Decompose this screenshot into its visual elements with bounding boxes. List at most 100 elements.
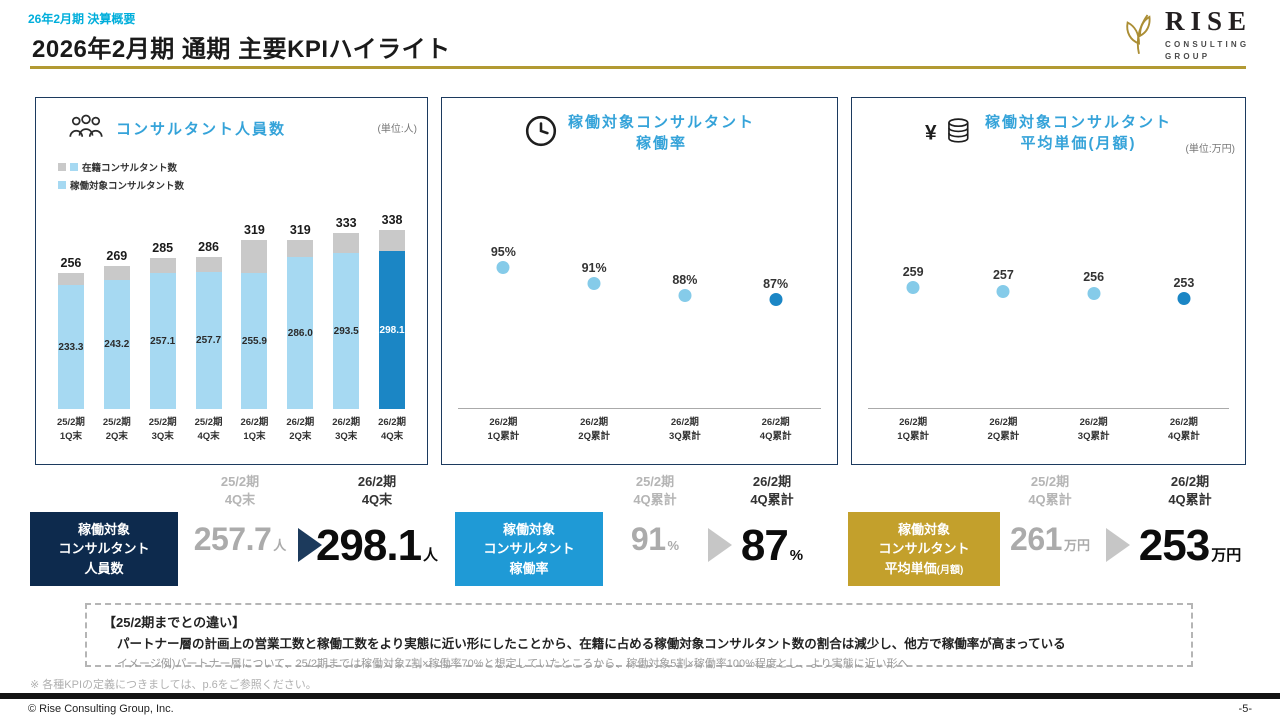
wheat-leaf-icon: [1121, 10, 1157, 61]
dot-column: 259: [868, 209, 958, 408]
price-curr-period: 26/2期 4Q累計: [1168, 474, 1212, 508]
bar-registered-segment: 298.1: [379, 230, 406, 409]
bar-active-segment: 243.2: [103, 280, 130, 409]
panel-headcount: コンサルタント人員数 (単位:人) 在籍コンサルタント数 稼働対象コンサルタント…: [35, 97, 428, 465]
kpi-box-headcount: 稼働対象 コンサルタント 人員数: [30, 512, 178, 586]
price-prev: 25/2期 4Q累計 261 万円: [1010, 474, 1090, 557]
bar-active-segment: 293.5: [333, 253, 360, 409]
bar-column: 256 233.3: [48, 256, 94, 409]
scatter-category-label: 26/2期 4Q累計: [1168, 417, 1200, 443]
utilization-curr-period: 26/2期 4Q累計: [750, 474, 794, 508]
logo-subtitle: CONSULTING GROUP: [1165, 39, 1252, 63]
data-point: [496, 261, 510, 274]
bar-active-label: 243.2: [104, 339, 130, 350]
headcount-prev-period: 25/2期 4Q末: [220, 474, 260, 508]
bar-total-label: 338: [381, 213, 403, 227]
notes-box: 【25/2期までとの違い】 パートナー層の計画上の営業工数と稼働工数をより実態に…: [85, 603, 1193, 670]
price-prev-period: 25/2期 4Q累計: [1028, 474, 1072, 508]
scatter-category-label: 26/2期 2Q累計: [987, 417, 1020, 443]
dot-column: 88%: [640, 209, 731, 408]
logo-sub-line2: GROUP: [1164, 52, 1211, 61]
unit-label-persons: (単位:人): [377, 124, 417, 135]
logo-name: RISE: [1164, 6, 1252, 36]
bar-category-label: 26/2期 3Q末: [332, 417, 361, 443]
legend-row-registered: 在籍コンサルタント数: [58, 160, 184, 174]
legend-label-registered: 在籍コンサルタント数: [82, 163, 178, 174]
yen-coins-icon: ¥: [925, 115, 975, 152]
bar-active-label: 233.3: [58, 341, 84, 353]
data-point-label: 257: [992, 268, 1014, 282]
headcount-curr: 26/2期 4Q末 298.1 人: [315, 474, 439, 570]
summary-utilization: 稼働対象 コンサルタント 稼働率 25/2期 4Q累計 91% 26/2期 4Q…: [455, 473, 875, 593]
price-categories: 26/2期 1Q累計 26/2期 2Q累計 26/2期 3Q累計 26/2期 4Q累計: [868, 416, 1229, 444]
panel-utilization-title: 稼働対象コンサルタント 稼働率: [567, 114, 755, 152]
bar-column: 338 298.1: [369, 213, 415, 409]
headcount-curr-value: 298.1: [315, 521, 422, 570]
notes-heading: 【25/2期までとの違い】: [103, 615, 246, 630]
panel-headcount-title: コンサルタント人員数: [116, 121, 287, 138]
utilization-prev: 25/2期 4Q累計 91%: [630, 474, 680, 557]
bar-registered-segment: 257.1: [149, 258, 176, 409]
legend-label-active: 稼働対象コンサルタント数: [70, 181, 185, 192]
data-point-label: 91%: [581, 261, 607, 275]
logo-text: RISE CONSULTING GROUP: [1165, 8, 1252, 63]
dot-column: 253: [1139, 209, 1229, 408]
dot-column: 256: [1049, 209, 1139, 408]
bar-registered-segment: 286.0: [287, 240, 314, 409]
data-point-label: 259: [902, 265, 924, 279]
headcount-curr-period: 26/2期 4Q末: [357, 474, 397, 508]
headcount-prev: 25/2期 4Q末 257.7 人: [193, 474, 287, 557]
legend-row-active: 稼働対象コンサルタント数: [58, 178, 184, 192]
headcount-bars: 256 233.3 269 243.2 285 257.1 286 257.7 319 255.9…: [48, 213, 415, 409]
copyright: © Rise Consulting Group, Inc.: [28, 703, 174, 715]
headcount-prev-value: 257.7: [193, 521, 272, 557]
panel-price-title: 稼働対象コンサルタント 平均単価(月額): [984, 114, 1172, 152]
company-logo: RISE CONSULTING GROUP: [1121, 8, 1252, 63]
bar-total-label: 256: [60, 256, 82, 270]
price-curr-value: 253: [1138, 521, 1210, 570]
bar-active-label: 257.1: [150, 335, 176, 347]
kpi-box-price-label: 稼働対象 コンサルタント 平均単価: [878, 521, 970, 576]
utilization-curr: 26/2期 4Q累計 87%: [740, 474, 804, 570]
price-curr: 26/2期 4Q累計 253 万円: [1138, 474, 1242, 570]
bar-active-segment: 257.7: [195, 272, 222, 409]
scatter-category-label: 26/2期 3Q累計: [1077, 417, 1110, 443]
bar-registered-segment: 257.7: [195, 257, 222, 409]
bar-total-label: 269: [106, 249, 128, 263]
scatter-category-label: 26/2期 2Q累計: [578, 417, 610, 443]
bar-column: 333 293.5: [323, 216, 369, 409]
clock-icon: [524, 114, 558, 153]
title-underline: [30, 66, 1246, 69]
utilization-curr-value: 87: [740, 521, 789, 570]
bar-total-label: 286: [198, 240, 219, 254]
bar-column: 286 257.7: [186, 240, 232, 409]
dot-column: 257: [958, 209, 1048, 408]
bar-column: 285 257.1: [140, 241, 186, 409]
bar-registered-segment: 255.9: [241, 240, 268, 409]
page-number: -5-: [1238, 703, 1252, 715]
scatter-category-label: 26/2期 3Q累計: [669, 417, 701, 443]
bar-active-segment: 298.1: [379, 251, 406, 409]
logo-sub-line1: CONSULTING: [1164, 40, 1250, 49]
notes-line1: パートナー層の計画上の営業工数と稼働工数をより実態に近い形にしたことから、在籍に…: [117, 637, 1066, 651]
page-title: 2026年2月期 通期 主要KPIハイライト: [32, 36, 451, 63]
data-point-label: 256: [1083, 270, 1105, 284]
utilization-prev-period: 25/2期 4Q累計: [633, 474, 677, 508]
panel-price: ¥ 稼働対象コンサルタント 平均単価(月額) (単位:万円) 259 257 256…: [851, 97, 1246, 465]
data-point: [769, 293, 783, 306]
data-point: [906, 281, 920, 294]
dot-column: 95%: [458, 209, 549, 408]
bar-column: 319 255.9: [232, 223, 278, 409]
data-point: [678, 289, 692, 302]
arrow-right-icon: [708, 528, 732, 562]
price-plot: 259 257 256 253: [868, 209, 1229, 409]
dot-column: 91%: [549, 209, 640, 408]
bar-column: 319 286.0: [277, 223, 323, 409]
kpi-definition-footnote: ※ 各種KPIの定義につきましては、p.6をご参照ください。: [30, 679, 317, 691]
arrow-right-icon: [298, 528, 322, 562]
bar-total-label: 319: [244, 223, 265, 237]
bar-active-label: 293.5: [333, 325, 359, 337]
bar-category-label: 26/2期 2Q末: [286, 417, 315, 443]
bar-category-label: 26/2期 1Q末: [240, 417, 269, 443]
